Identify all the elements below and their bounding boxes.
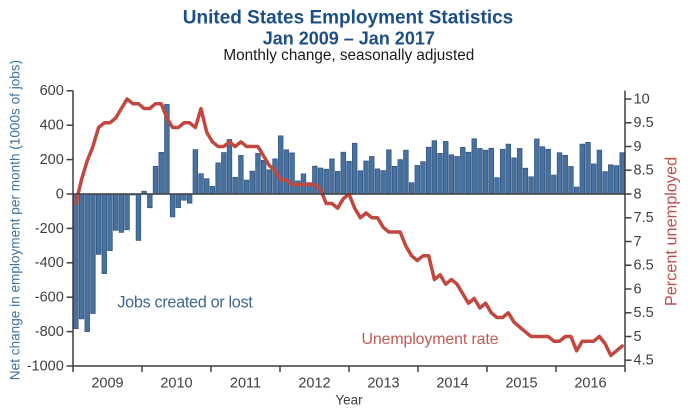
svg-text:200: 200 <box>40 152 64 168</box>
svg-text:600: 600 <box>40 83 64 99</box>
svg-text:0: 0 <box>56 186 64 202</box>
svg-text:Net change in employment per m: Net change in employment per month (1000… <box>8 60 23 380</box>
svg-text:7.5: 7.5 <box>634 210 654 226</box>
svg-text:9.5: 9.5 <box>634 115 654 131</box>
svg-text:5: 5 <box>634 329 642 345</box>
svg-text:2016: 2016 <box>574 376 606 392</box>
svg-text:2011: 2011 <box>230 376 261 392</box>
svg-text:Jan 2009 – Jan 2017: Jan 2009 – Jan 2017 <box>263 29 435 49</box>
svg-text:Monthly change, seasonally adj: Monthly change, seasonally adjusted <box>223 47 474 64</box>
svg-text:8.5: 8.5 <box>634 163 654 179</box>
svg-text:-1000: -1000 <box>27 358 64 374</box>
svg-text:8: 8 <box>634 186 642 202</box>
svg-text:2009: 2009 <box>91 376 123 392</box>
svg-text:Unemployment rate: Unemployment rate <box>362 331 499 348</box>
svg-text:2012: 2012 <box>298 376 330 392</box>
svg-text:10: 10 <box>634 91 650 107</box>
svg-text:-800: -800 <box>35 324 64 340</box>
svg-text:400: 400 <box>40 118 64 134</box>
svg-text:2014: 2014 <box>436 376 468 392</box>
svg-text:2013: 2013 <box>367 376 399 392</box>
svg-text:Year: Year <box>335 393 363 408</box>
svg-text:Jobs created or lost: Jobs created or lost <box>117 294 253 312</box>
svg-text:6: 6 <box>634 281 642 297</box>
svg-text:-200: -200 <box>35 221 64 237</box>
svg-text:-400: -400 <box>35 255 64 271</box>
svg-text:6.5: 6.5 <box>634 258 654 274</box>
svg-text:5.5: 5.5 <box>634 305 654 321</box>
svg-text:4.5: 4.5 <box>634 353 654 369</box>
svg-text:9: 9 <box>634 139 642 155</box>
svg-text:7: 7 <box>634 234 642 250</box>
svg-text:Percent unemployed: Percent unemployed <box>663 157 681 306</box>
svg-text:United States Employment Stati: United States Employment Statistics <box>183 8 513 29</box>
svg-text:2015: 2015 <box>505 376 537 392</box>
svg-text:2010: 2010 <box>160 376 192 392</box>
svg-text:-600: -600 <box>35 290 64 306</box>
